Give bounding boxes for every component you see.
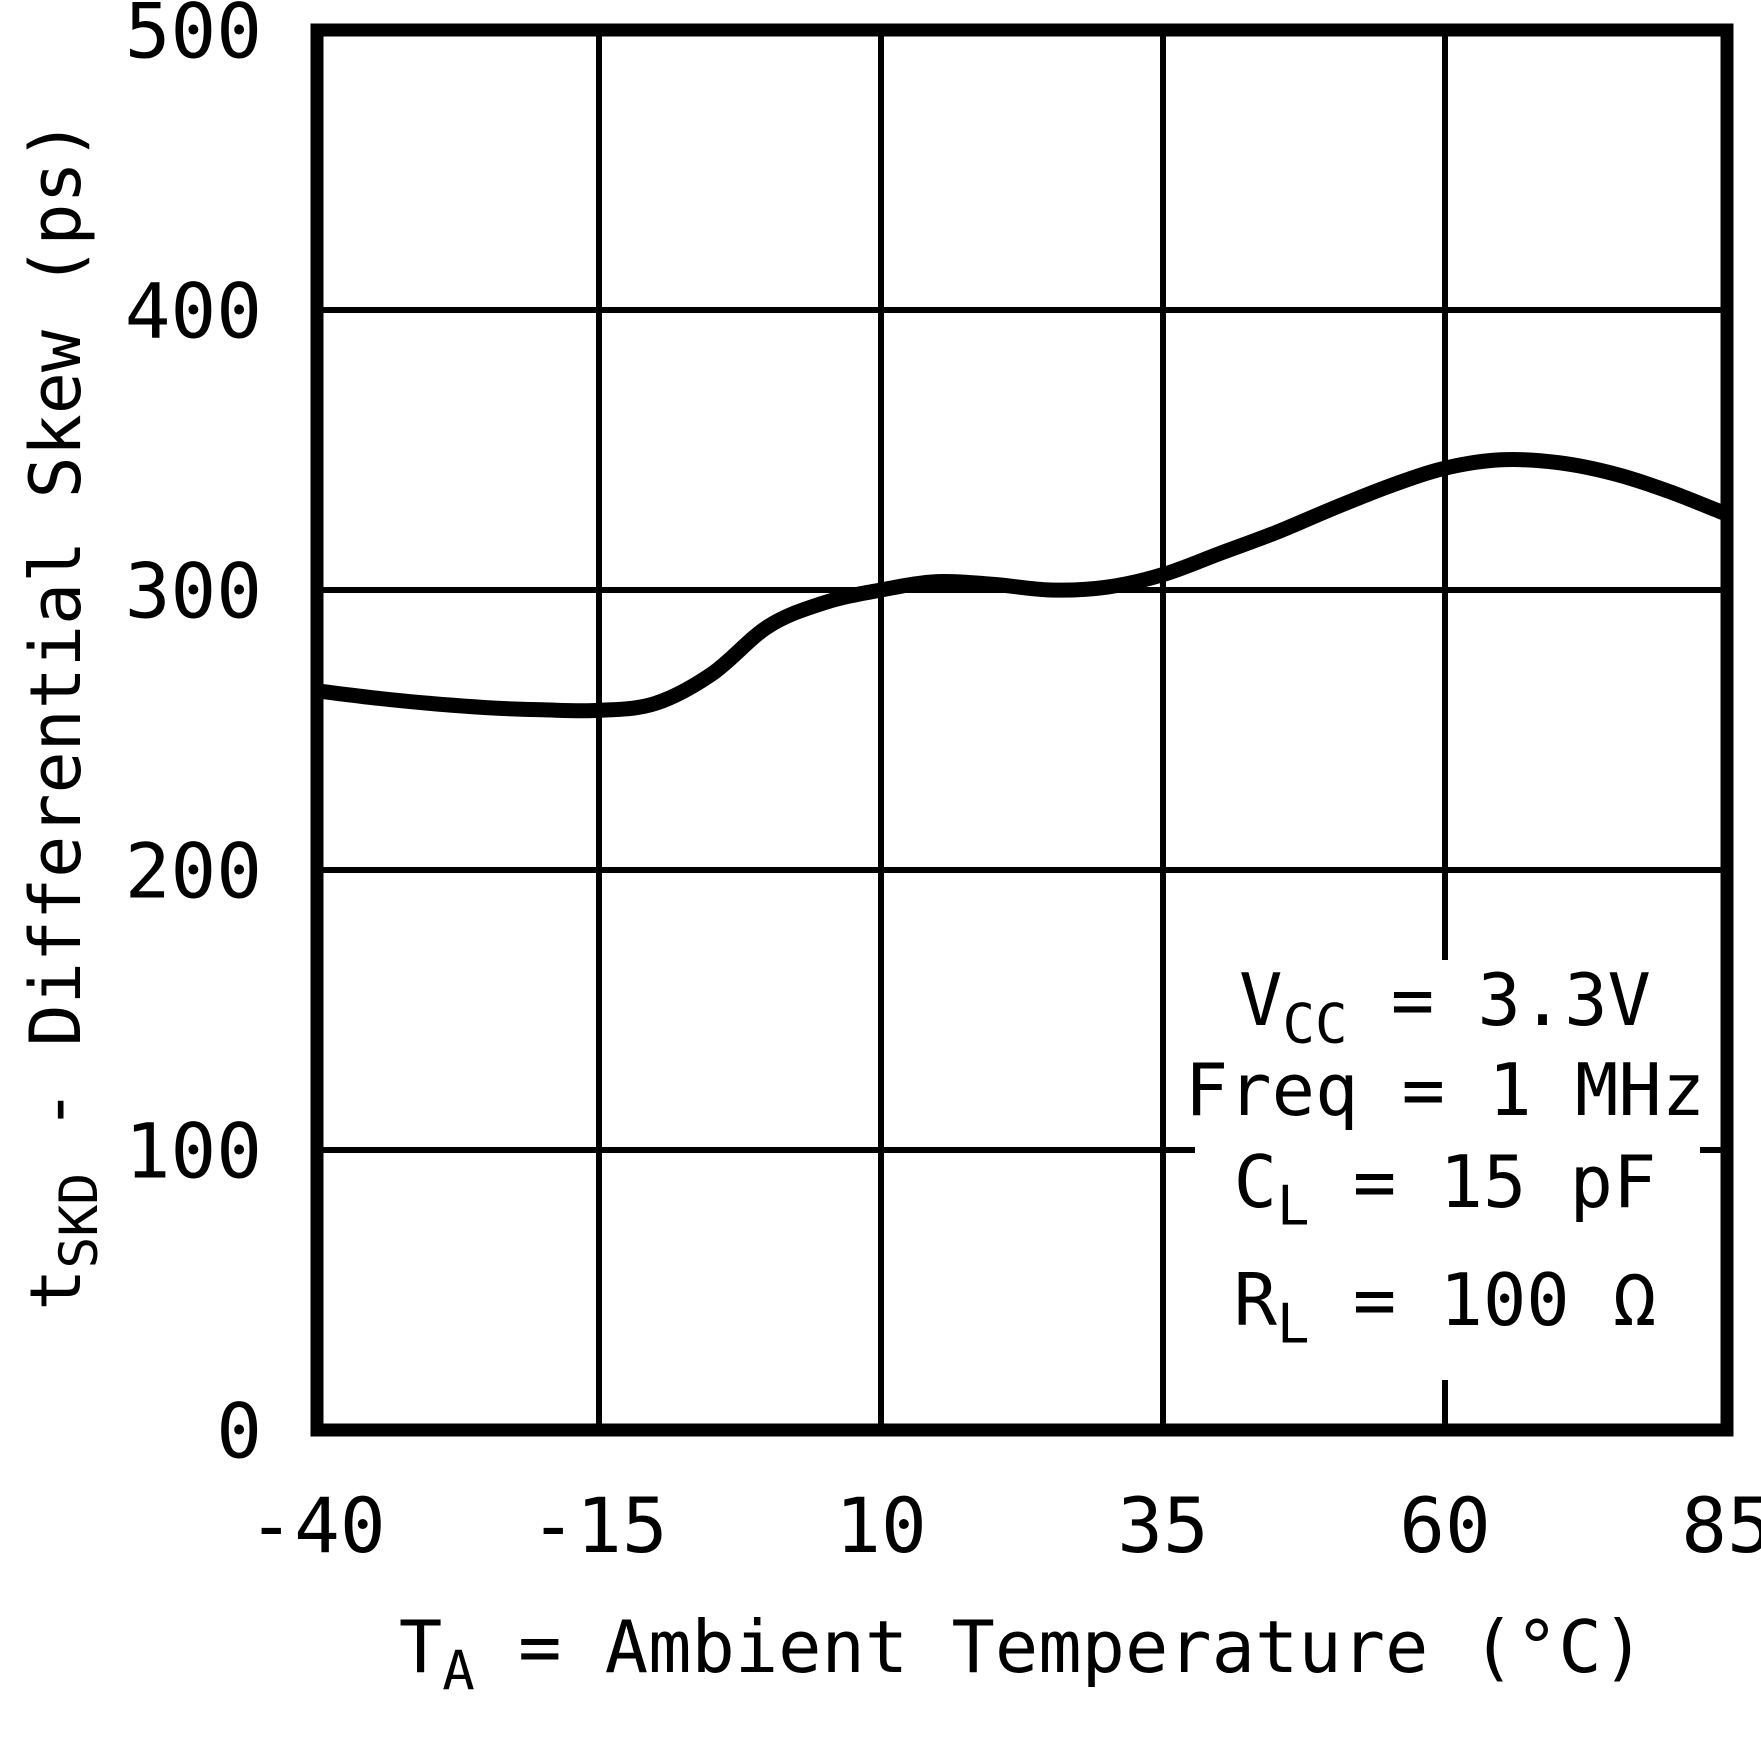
x-axis-title: TA = Ambient Temperature (°C)	[399, 1605, 1645, 1702]
gridlines	[317, 30, 1727, 1430]
x-tick-label: -15	[530, 1481, 667, 1570]
annotation-line: VCC = 3.3V	[1239, 958, 1651, 1055]
annotation-line: Freq = 1 MHz	[1185, 1048, 1705, 1132]
y-tick-label: 200	[125, 826, 262, 915]
x-tick-label: 85	[1681, 1481, 1761, 1570]
y-axis-tick-labels: 0 100 200 300 400 500	[125, 0, 262, 1475]
y-tick-label: 100	[125, 1106, 262, 1195]
y-tick-label: 500	[125, 0, 262, 75]
y-tick-label: 0	[216, 1386, 262, 1475]
y-tick-label: 300	[125, 546, 262, 635]
annotation-background	[1195, 960, 1700, 1380]
x-axis-tick-labels: -40 -15 10 35 60 85	[248, 1481, 1761, 1570]
x-tick-label: 35	[1117, 1481, 1209, 1570]
y-tick-label: 400	[125, 266, 262, 355]
x-tick-label: -40	[248, 1481, 385, 1570]
axis-titles: TA = Ambient Temperature (°C) tSKD - Diff…	[15, 119, 1645, 1702]
annotation-line: CL = 15 pF	[1234, 1140, 1657, 1237]
x-tick-label: 60	[1399, 1481, 1491, 1570]
y-axis-title: tSKD - Differential Skew (ps)	[15, 119, 110, 1310]
skew-curve	[316, 452, 1730, 719]
plot-border	[310, 23, 1734, 1437]
x-tick-label: 10	[835, 1481, 927, 1570]
annotation-line: RL = 100 Ω	[1234, 1258, 1657, 1355]
